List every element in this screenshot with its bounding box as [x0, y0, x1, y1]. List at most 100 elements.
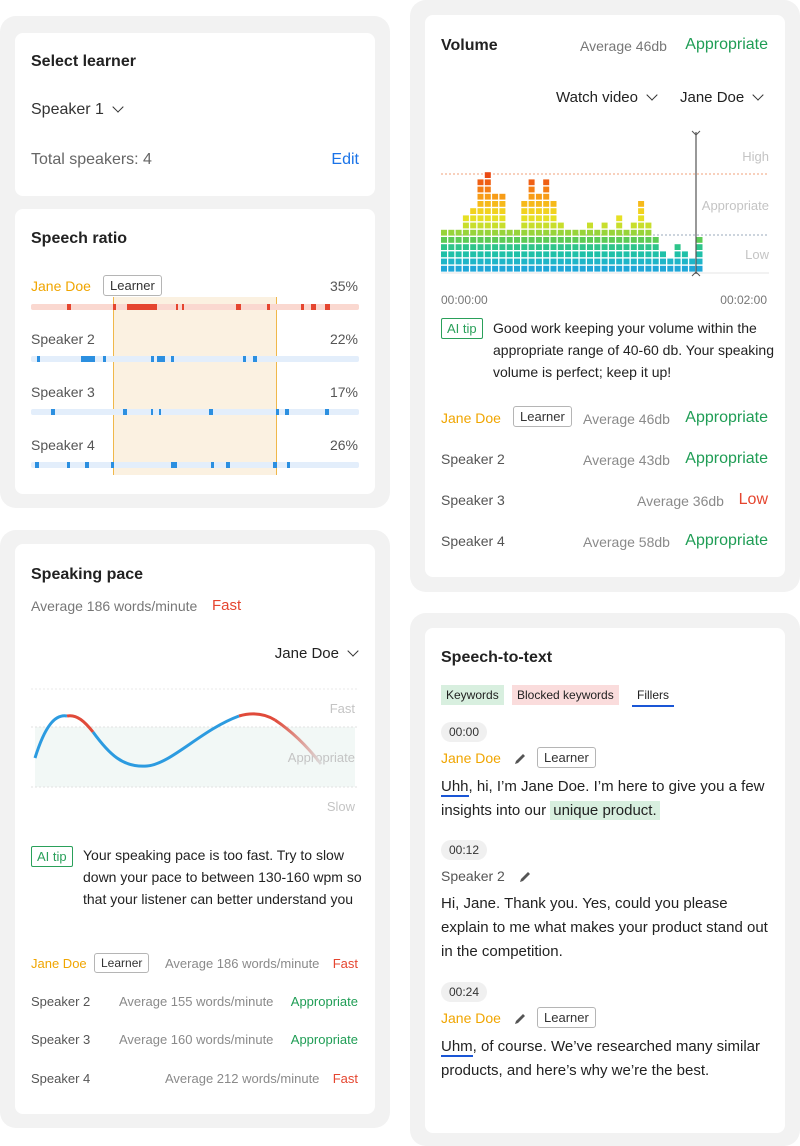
speaker-dropdown-label: Speaker 1: [31, 101, 104, 118]
volume-bar-cell: [448, 244, 455, 250]
volume-bar-cell: [448, 258, 455, 265]
volume-speaker-dropdown[interactable]: Jane Doe: [680, 89, 764, 106]
ratio-selection-window[interactable]: [113, 297, 277, 475]
volume-bar-cell: [638, 251, 645, 258]
volume-bar-cell: [557, 251, 564, 258]
ratio-track-2: [31, 356, 359, 362]
volume-bar-cell: [543, 215, 550, 222]
volume-title: Volume: [441, 37, 498, 54]
timestamp-pill[interactable]: 00:12: [441, 840, 488, 860]
volume-bar-cell: [660, 258, 666, 265]
pace-verdict: Fast: [212, 597, 242, 614]
volume-bar-cell: [477, 222, 484, 229]
watch-video-dropdown[interactable]: Watch video: [556, 89, 658, 106]
volume-bar-cell: [499, 229, 506, 236]
volume-bar-cell: [492, 265, 499, 272]
timestamp-pill[interactable]: 00:24: [441, 982, 488, 1002]
pace-row-name-3: Speaker 3: [31, 1032, 91, 1047]
volume-bar-cell: [696, 251, 703, 258]
pace-row-avg-2: Average 155 words/minute: [119, 994, 274, 1009]
volume-bar-cell: [484, 208, 491, 214]
volume-bar-cell: [543, 237, 550, 243]
pace-row-avg-1: Average 186 words/minute: [165, 956, 320, 971]
learner-tag: Learner: [103, 275, 162, 296]
volume-bar-cell: [506, 258, 513, 265]
volume-bar-cell: [623, 237, 630, 243]
chevron-down-icon: [646, 89, 658, 101]
playhead-bottom-handle[interactable]: [691, 271, 701, 277]
volume-bar-cell: [499, 215, 506, 222]
volume-bar-cell: [696, 244, 703, 250]
volume-bar-cell: [638, 215, 645, 222]
volume-bar-cell: [638, 222, 645, 229]
volume-bar-cell: [557, 229, 564, 236]
speaking-pace-card: Speaking pace Average 186 words/minute F…: [15, 544, 375, 1114]
volume-bar-cell: [470, 265, 477, 272]
pace-average: Average 186 words/minute: [31, 598, 198, 614]
pace-row-status-2: Appropriate: [290, 994, 358, 1009]
stt-entry-body-1: , hi, I’m Jane Doe. I’m here to give you…: [441, 778, 765, 819]
volume-bar-cell: [594, 237, 601, 243]
edit-link[interactable]: Edit: [331, 151, 359, 168]
volume-bar-cell: [528, 237, 535, 243]
pencil-icon[interactable]: [513, 752, 527, 766]
volume-bar-cell: [448, 229, 455, 236]
pace-title: Speaking pace: [31, 566, 144, 583]
volume-chart: High Appropriate Low 00:00:00 00:02:00: [441, 130, 770, 307]
volume-bar-cell: [492, 251, 499, 258]
volume-bar-cell: [484, 244, 491, 250]
volume-bar-cell: [528, 201, 535, 207]
volume-bar-cell: [462, 237, 469, 243]
volume-bar-cell: [506, 244, 513, 250]
volume-bar-cell: [667, 258, 674, 265]
volume-bar-cell: [514, 258, 520, 265]
stt-entry-text-2: Hi, Jane. Thank you. Yes, could you plea…: [441, 895, 768, 960]
playhead-top-handle[interactable]: [691, 130, 701, 136]
stt-entry-body-3: , of course. We’ve researched many simil…: [441, 1038, 761, 1079]
volume-bar-cell: [652, 237, 659, 243]
volume-bar-cell: [484, 265, 491, 272]
stt-title: Speech-to-text: [441, 649, 553, 666]
volume-bar-cell: [630, 222, 637, 229]
volume-bar-cell: [616, 222, 623, 229]
volume-bar-cell: [587, 265, 593, 272]
learner-tag: Learner: [537, 1007, 596, 1028]
pencil-icon[interactable]: [513, 1012, 527, 1026]
volume-bar-cell: [579, 265, 586, 272]
pace-band-slow: Slow: [327, 799, 356, 814]
volume-bar-cell: [535, 222, 542, 229]
volume-bar-cell: [623, 251, 630, 258]
volume-bar-cell: [572, 229, 579, 236]
timestamp-pill[interactable]: 00:00: [441, 722, 488, 742]
volume-bar-cell: [455, 258, 462, 265]
volume-bar-cell: [462, 265, 469, 272]
ratio-track-3: [31, 409, 359, 415]
volume-bar-cell: [470, 258, 477, 265]
pace-speaker-dropdown[interactable]: Jane Doe: [275, 645, 359, 662]
learner-tag: Learner: [537, 747, 596, 768]
volume-bar-cell: [638, 237, 645, 243]
volume-bar-cell: [462, 215, 469, 222]
select-learner-title: Select learner: [31, 53, 136, 70]
volume-bar-cell: [652, 244, 659, 250]
volume-bar-cell: [594, 265, 601, 272]
volume-bar-cell: [484, 201, 491, 207]
volume-band-high: High: [742, 149, 769, 164]
volume-bar-cell: [674, 251, 681, 258]
volume-bar-cell: [638, 201, 645, 207]
speaker-dropdown[interactable]: Speaker 1: [31, 101, 124, 119]
volume-bar-cell: [535, 208, 542, 214]
ratio-pct-2: 22%: [329, 331, 358, 347]
volume-bar-cell: [484, 258, 491, 265]
volume-bar-cell: [462, 251, 469, 258]
volume-bar-cell: [521, 222, 528, 229]
volume-bar-cell: [557, 244, 564, 250]
volume-bar-cell: [543, 244, 550, 250]
volume-bar-cell: [630, 237, 637, 243]
volume-bar-cell: [543, 265, 550, 272]
volume-bar-cell: [550, 229, 557, 236]
pencil-icon[interactable]: [518, 870, 532, 884]
volume-bar-cell: [565, 265, 572, 272]
volume-bar-cell: [462, 258, 469, 265]
pace-chart: Fast Appropriate Slow: [31, 688, 359, 814]
